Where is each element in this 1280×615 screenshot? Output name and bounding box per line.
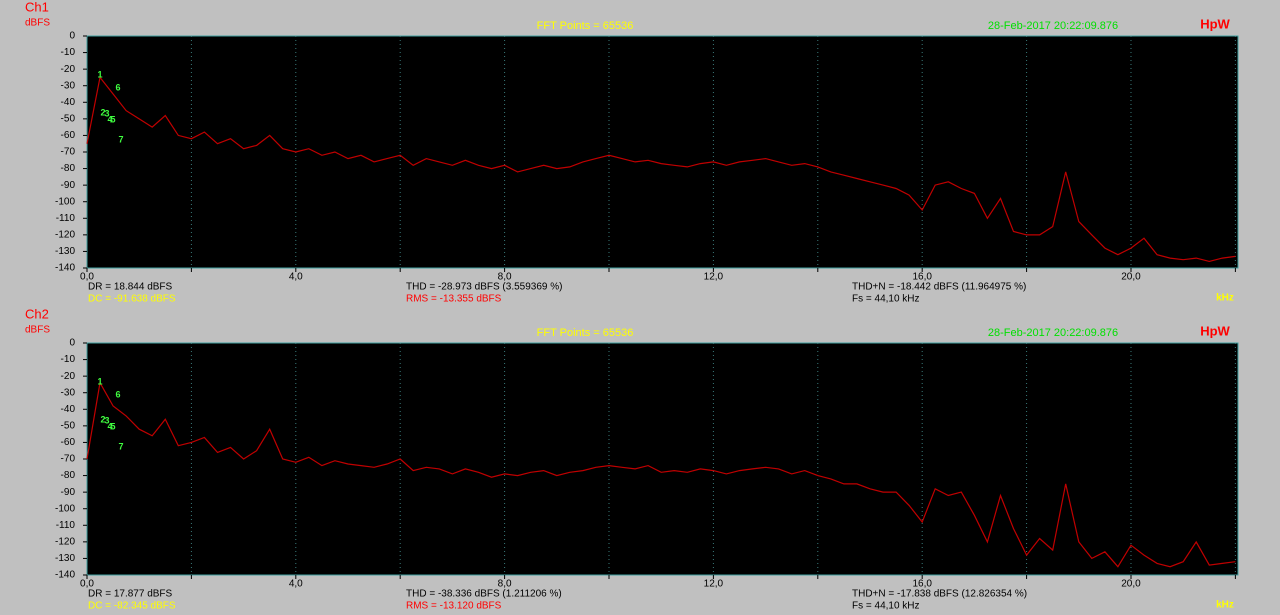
measurement: DR = 17.877 dBFS (88, 589, 173, 600)
x-tick-label: 12,0 (704, 272, 724, 283)
y-tick-label: -10 (61, 354, 76, 365)
y-tick-label: -50 (61, 420, 76, 431)
y-tick-label: -30 (61, 80, 76, 91)
x-tick-label: 20,0 (1121, 272, 1141, 283)
measurement: DC = -82.345 dBFS (88, 601, 176, 612)
harmonic-marker: 5 (110, 114, 115, 124)
chart-title: FFT Points = 65536 (537, 20, 634, 32)
harmonic-marker: 5 (110, 421, 115, 431)
y-axis-unit: dBFS (25, 325, 50, 336)
x-axis-unit: kHz (1216, 600, 1234, 611)
brand: HpW (1200, 323, 1230, 338)
x-tick-label: 4,0 (289, 272, 303, 283)
measurement: DC = -91.638 dBFS (88, 294, 176, 305)
harmonic-marker: 1 (97, 69, 102, 79)
x-axis-unit: kHz (1216, 293, 1234, 304)
y-tick-label: -50 (61, 113, 76, 124)
y-tick-label: -10 (61, 47, 76, 58)
x-tick-label: 4,0 (289, 579, 303, 590)
harmonic-marker: 7 (118, 134, 123, 144)
harmonic-marker: 1 (97, 376, 102, 386)
y-tick-label: -70 (61, 147, 76, 158)
y-tick-label: -40 (61, 97, 76, 108)
harmonic-marker: 6 (115, 389, 120, 399)
y-tick-label: 0 (69, 31, 75, 42)
y-tick-label: -140 (55, 570, 75, 581)
y-tick-label: -110 (56, 520, 76, 531)
harmonic-marker: 3 (104, 415, 109, 425)
y-axis-unit: dBFS (25, 18, 50, 29)
y-tick-label: -100 (55, 503, 75, 514)
y-tick-label: -120 (55, 536, 75, 547)
y-tick-label: -100 (55, 196, 75, 207)
measurement: THD+N = -18.442 dBFS (11.964975 %) (852, 282, 1026, 293)
x-tick-label: 8,0 (498, 272, 512, 283)
harmonic-marker: 4 (107, 114, 112, 124)
measurement: THD = -28.973 dBFS (3.559369 %) (406, 282, 562, 293)
brand: HpW (1200, 16, 1230, 31)
timestamp: 28-Feb-2017 20:22:09.876 (988, 20, 1118, 32)
plot-area (86, 35, 1239, 269)
chart-title: FFT Points = 65536 (537, 327, 634, 339)
channel-label: Ch1 (25, 0, 49, 14)
measurement: RMS = -13.120 dBFS (406, 601, 502, 612)
y-tick-label: -90 (61, 180, 76, 191)
y-tick-label: -130 (55, 553, 75, 564)
x-tick-label: 0,0 (80, 579, 94, 590)
y-tick-label: -60 (61, 130, 76, 141)
y-tick-label: -140 (55, 263, 75, 274)
y-tick-label: -60 (61, 437, 76, 448)
y-tick-label: -120 (55, 229, 75, 240)
measurement: RMS = -13.355 dBFS (406, 294, 502, 305)
timestamp: 28-Feb-2017 20:22:09.876 (988, 327, 1118, 339)
y-tick-label: -20 (61, 64, 76, 75)
x-tick-label: 20,0 (1121, 579, 1141, 590)
y-tick-label: 0 (69, 338, 75, 349)
y-tick-label: -80 (61, 470, 76, 481)
spectrum-line (86, 381, 1236, 568)
harmonic-marker: 2 (100, 414, 105, 424)
x-tick-label: 8,0 (498, 579, 512, 590)
x-tick-label: 16,0 (912, 579, 932, 590)
y-tick-label: -40 (61, 404, 76, 415)
spectrum-line (86, 76, 1236, 263)
y-tick-label: -110 (56, 213, 76, 224)
measurement: DR = 18.844 dBFS (88, 282, 173, 293)
measurement: THD+N = -17.838 dBFS (12.826354 %) (852, 589, 1027, 600)
harmonic-marker: 6 (115, 82, 120, 92)
harmonic-marker: 2 (100, 107, 105, 117)
x-tick-label: 0,0 (80, 272, 94, 283)
y-tick-label: -30 (61, 387, 76, 398)
harmonic-marker: 3 (104, 108, 109, 118)
plot-area (86, 342, 1239, 576)
measurement: Fs = 44,10 kHz (852, 601, 920, 612)
y-tick-label: -70 (61, 454, 76, 465)
harmonic-marker: 7 (118, 441, 123, 451)
x-tick-label: 16,0 (912, 272, 932, 283)
y-tick-label: -90 (61, 487, 76, 498)
y-tick-label: -80 (61, 163, 76, 174)
y-tick-label: -20 (61, 371, 76, 382)
y-tick-label: -130 (55, 246, 75, 257)
channel-label: Ch2 (25, 306, 49, 321)
measurement: Fs = 44,10 kHz (852, 294, 920, 305)
harmonic-marker: 4 (107, 421, 112, 431)
measurement: THD = -38.336 dBFS (1.211206 %) (406, 589, 562, 600)
x-tick-label: 12,0 (704, 579, 724, 590)
